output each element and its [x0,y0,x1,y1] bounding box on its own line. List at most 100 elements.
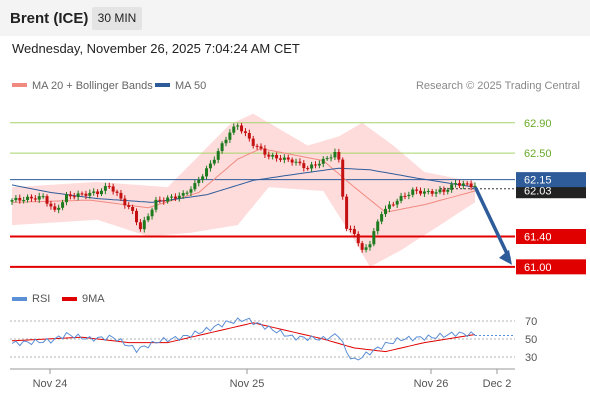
legend-ma50: MA 50 [155,80,206,92]
level-tag-61.00: 61.00 [524,262,552,274]
candle-body [111,186,115,192]
candle-body [286,157,290,160]
candle-body [267,154,271,157]
time-tick-label: Nov 25 [230,378,265,390]
legend-ma50-label: MA 50 [175,80,207,92]
candle-body [419,190,423,194]
candle-body [197,179,201,184]
candlesticks [10,122,477,253]
candle-body [99,190,103,195]
level-tag-62.90: 62.90 [524,118,552,130]
current-price-tag: 62.03 [524,186,552,198]
candle-body [395,200,399,205]
candle-body [271,154,275,157]
level-tag-61.40: 61.40 [524,232,552,244]
moving-averages [11,147,476,213]
candle-body [154,199,158,210]
candle-body [411,189,415,195]
candle-body [181,193,185,196]
candle-body [446,189,450,192]
candle-body [399,195,403,201]
candle-body [45,196,49,204]
candle-body [18,197,22,201]
candle-body [348,228,352,230]
candle-body [162,200,166,202]
candle-body [177,195,181,199]
candle-body [208,163,212,169]
candle-body [240,125,244,132]
level-tag-62.15-bg [516,172,586,188]
candle-body [123,198,127,206]
candle-body [422,191,426,194]
candle-body [372,231,376,245]
candle-body [146,216,150,221]
candle-body [193,183,197,190]
candle-body [450,184,454,190]
candle-body [329,157,333,159]
candle-body [454,183,458,185]
candle-body [321,158,325,164]
candle-body [92,191,96,193]
timeframe-button[interactable]: 30 MIN [92,7,142,30]
candle-body [10,200,14,202]
rsi-ma-line [11,322,476,353]
candle-body [294,161,298,163]
candle-body [352,229,356,234]
candle-body [345,196,349,229]
candle-body [469,183,473,187]
legend-ma20-label: MA 20 + Bollinger Bands [32,80,153,92]
candle-body [337,151,341,160]
candle-body [236,125,240,127]
candle-body [96,191,100,195]
candle-body [131,206,135,211]
candle-body [49,203,53,207]
candle-body [115,191,119,193]
candle-body [368,244,372,248]
rsi-legend: RSI 9MA [12,293,105,305]
candle-body [403,195,407,197]
candle-body [364,247,368,250]
level-tag-61.40-bg [516,229,586,244]
candle-body [61,202,65,208]
rsi-tick-70: 70 [525,316,537,328]
rsi-tick-50: 50 [525,334,537,346]
candle-body [426,191,430,193]
candle-body [76,193,80,197]
candle-body [430,191,434,194]
research-credit: Research © 2025 Trading Central [415,80,580,92]
candle-body [247,133,251,139]
legend-ma20: MA 20 + Bollinger Bands [12,80,153,92]
candle-body [220,143,224,152]
forecast-arrow-head [499,249,512,265]
level-tag-61.00-bg [516,259,586,275]
candle-body [41,196,45,198]
candle-body [302,163,306,169]
forecast-arrow [474,186,512,265]
candle-body [243,131,247,134]
candle-body [119,192,123,199]
candle-body [166,197,170,202]
time-tick-label: Nov 26 [414,378,449,390]
candle-body [465,183,469,185]
candle-body [107,186,111,188]
candle-body [57,207,61,210]
candle-body [457,183,461,186]
candle-body [80,193,84,195]
candle-body [158,199,162,201]
candle-body [387,204,391,209]
rsi-swatch [12,297,27,301]
candle-body [127,205,131,207]
rsi-tick-30: 30 [525,352,537,364]
candle-body [384,208,388,215]
candle-body [310,164,314,169]
candle-body [68,194,72,197]
candle-body [341,159,345,197]
candle-body [14,197,18,201]
candle-body [282,157,286,160]
instrument-title: Brent (ICE) [10,10,89,27]
rsi-ma-legend-label: 9MA [82,293,105,305]
candle-body [216,151,220,160]
ma50-line [11,167,476,203]
bollinger-bands [12,113,475,267]
